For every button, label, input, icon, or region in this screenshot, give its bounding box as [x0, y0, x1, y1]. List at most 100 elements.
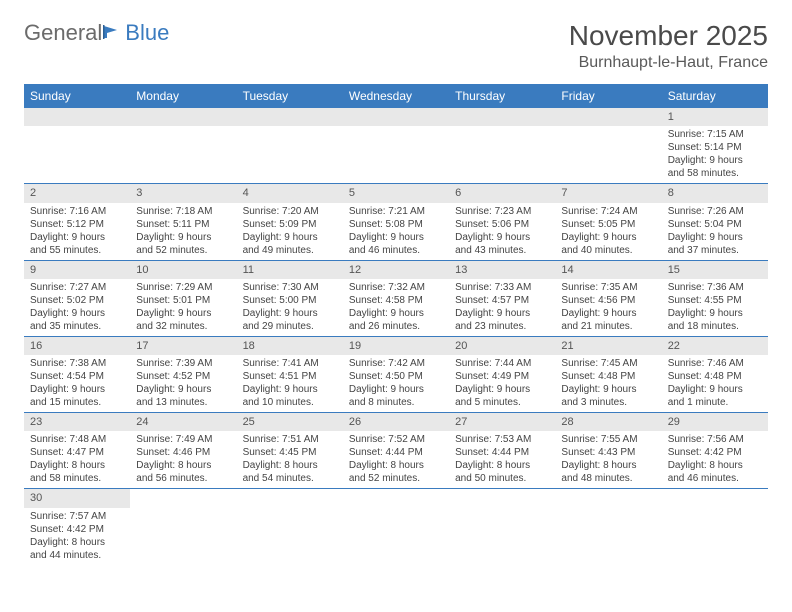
sunset-text: Sunset: 4:47 PM: [30, 446, 124, 459]
day-cell: Sunrise: 7:41 AMSunset: 4:51 PMDaylight:…: [237, 355, 343, 413]
week-row: Sunrise: 7:48 AMSunset: 4:47 PMDaylight:…: [24, 431, 768, 489]
day-number-cell: 23: [24, 413, 130, 432]
sunrise-text: Sunrise: 7:41 AM: [243, 357, 337, 370]
week-row: Sunrise: 7:27 AMSunset: 5:02 PMDaylight:…: [24, 279, 768, 337]
day-cell: [343, 508, 449, 565]
day-header: Tuesday: [237, 84, 343, 108]
sunrise-text: Sunrise: 7:26 AM: [668, 205, 762, 218]
sunrise-text: Sunrise: 7:53 AM: [455, 433, 549, 446]
sunrise-text: Sunrise: 7:44 AM: [455, 357, 549, 370]
sunrise-text: Sunrise: 7:42 AM: [349, 357, 443, 370]
day-number-cell: [24, 108, 130, 126]
daylight-text: and 52 minutes.: [136, 244, 230, 257]
sunset-text: Sunset: 5:08 PM: [349, 218, 443, 231]
day-number: 8: [662, 184, 768, 202]
daylight-text: Daylight: 8 hours: [455, 459, 549, 472]
sunrise-text: Sunrise: 7:49 AM: [136, 433, 230, 446]
day-number: 13: [449, 261, 555, 279]
sunset-text: Sunset: 4:56 PM: [561, 294, 655, 307]
day-number-cell: [555, 489, 661, 508]
day-header: Monday: [130, 84, 236, 108]
day-cell: Sunrise: 7:32 AMSunset: 4:58 PMDaylight:…: [343, 279, 449, 337]
day-number: 25: [237, 413, 343, 431]
week-row: Sunrise: 7:15 AMSunset: 5:14 PMDaylight:…: [24, 126, 768, 184]
sunset-text: Sunset: 5:04 PM: [668, 218, 762, 231]
daylight-text: Daylight: 8 hours: [30, 459, 124, 472]
sunrise-text: Sunrise: 7:48 AM: [30, 433, 124, 446]
day-number-cell: 18: [237, 336, 343, 355]
daylight-text: Daylight: 8 hours: [668, 459, 762, 472]
day-number-cell: 13: [449, 260, 555, 279]
daylight-text: and 49 minutes.: [243, 244, 337, 257]
sunrise-text: Sunrise: 7:57 AM: [30, 510, 124, 523]
sunset-text: Sunset: 4:45 PM: [243, 446, 337, 459]
sunset-text: Sunset: 5:11 PM: [136, 218, 230, 231]
calendar-table: Sunday Monday Tuesday Wednesday Thursday…: [24, 84, 768, 565]
day-cell: Sunrise: 7:29 AMSunset: 5:01 PMDaylight:…: [130, 279, 236, 337]
day-cell: Sunrise: 7:55 AMSunset: 4:43 PMDaylight:…: [555, 431, 661, 489]
day-cell: Sunrise: 7:52 AMSunset: 4:44 PMDaylight:…: [343, 431, 449, 489]
sunset-text: Sunset: 4:54 PM: [30, 370, 124, 383]
day-cell: Sunrise: 7:35 AMSunset: 4:56 PMDaylight:…: [555, 279, 661, 337]
day-header: Wednesday: [343, 84, 449, 108]
day-cell: [555, 508, 661, 565]
daylight-text: Daylight: 9 hours: [30, 231, 124, 244]
sunset-text: Sunset: 4:52 PM: [136, 370, 230, 383]
day-number-cell: 4: [237, 184, 343, 203]
sunset-text: Sunset: 5:05 PM: [561, 218, 655, 231]
day-number-cell: 17: [130, 336, 236, 355]
daylight-text: and 8 minutes.: [349, 396, 443, 409]
day-number: 17: [130, 337, 236, 355]
day-cell: Sunrise: 7:21 AMSunset: 5:08 PMDaylight:…: [343, 203, 449, 261]
daylight-text: and 46 minutes.: [349, 244, 443, 257]
day-number-cell: [343, 108, 449, 126]
month-title: November 2025: [569, 20, 768, 52]
day-number-cell: [237, 489, 343, 508]
day-number: 12: [343, 261, 449, 279]
daylight-text: Daylight: 8 hours: [561, 459, 655, 472]
day-number: 28: [555, 413, 661, 431]
day-cell: [237, 508, 343, 565]
sunrise-text: Sunrise: 7:32 AM: [349, 281, 443, 294]
day-number: 18: [237, 337, 343, 355]
day-number-cell: 6: [449, 184, 555, 203]
day-cell: Sunrise: 7:20 AMSunset: 5:09 PMDaylight:…: [237, 203, 343, 261]
daylight-text: and 5 minutes.: [455, 396, 549, 409]
day-number-cell: 24: [130, 413, 236, 432]
day-number-cell: [343, 489, 449, 508]
day-cell: Sunrise: 7:33 AMSunset: 4:57 PMDaylight:…: [449, 279, 555, 337]
day-cell: Sunrise: 7:53 AMSunset: 4:44 PMDaylight:…: [449, 431, 555, 489]
sunrise-text: Sunrise: 7:16 AM: [30, 205, 124, 218]
day-cell: Sunrise: 7:23 AMSunset: 5:06 PMDaylight:…: [449, 203, 555, 261]
day-number: 7: [555, 184, 661, 202]
daylight-text: Daylight: 9 hours: [455, 231, 549, 244]
sunset-text: Sunset: 5:12 PM: [30, 218, 124, 231]
day-number-cell: [449, 108, 555, 126]
sunrise-text: Sunrise: 7:30 AM: [243, 281, 337, 294]
sunrise-text: Sunrise: 7:21 AM: [349, 205, 443, 218]
day-number: 3: [130, 184, 236, 202]
daylight-text: Daylight: 8 hours: [243, 459, 337, 472]
sunset-text: Sunset: 4:58 PM: [349, 294, 443, 307]
sunrise-text: Sunrise: 7:52 AM: [349, 433, 443, 446]
daylight-text: Daylight: 9 hours: [30, 383, 124, 396]
day-number: 15: [662, 261, 768, 279]
sunset-text: Sunset: 4:55 PM: [668, 294, 762, 307]
day-cell: Sunrise: 7:16 AMSunset: 5:12 PMDaylight:…: [24, 203, 130, 261]
day-cell: Sunrise: 7:45 AMSunset: 4:48 PMDaylight:…: [555, 355, 661, 413]
logo-flag-icon: [103, 20, 123, 46]
day-cell: Sunrise: 7:15 AMSunset: 5:14 PMDaylight:…: [662, 126, 768, 184]
sunrise-text: Sunrise: 7:55 AM: [561, 433, 655, 446]
sunset-text: Sunset: 4:51 PM: [243, 370, 337, 383]
day-number-cell: 20: [449, 336, 555, 355]
daynum-row: 9101112131415: [24, 260, 768, 279]
daylight-text: Daylight: 9 hours: [561, 307, 655, 320]
sunrise-text: Sunrise: 7:38 AM: [30, 357, 124, 370]
sunrise-text: Sunrise: 7:29 AM: [136, 281, 230, 294]
daylight-text: and 15 minutes.: [30, 396, 124, 409]
sunset-text: Sunset: 4:50 PM: [349, 370, 443, 383]
daylight-text: and 26 minutes.: [349, 320, 443, 333]
day-number: 30: [24, 489, 130, 507]
daylight-text: Daylight: 9 hours: [136, 231, 230, 244]
sunrise-text: Sunrise: 7:36 AM: [668, 281, 762, 294]
